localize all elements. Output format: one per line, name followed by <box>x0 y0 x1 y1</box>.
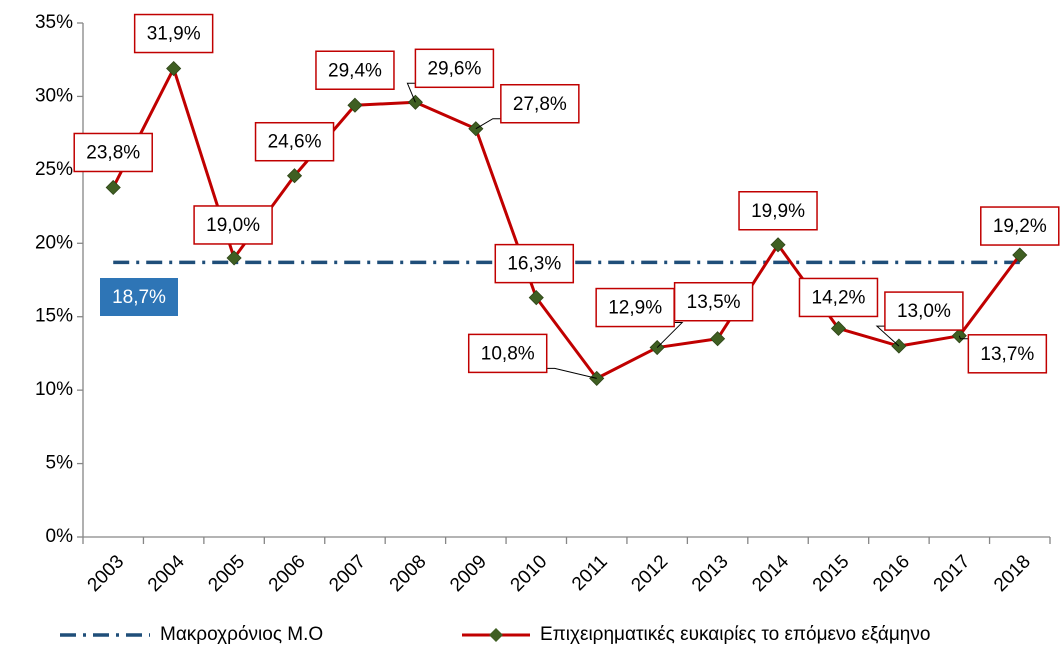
x-tick-label: 2007 <box>325 551 370 596</box>
data-label: 31,9% <box>133 13 214 54</box>
marker <box>589 370 605 386</box>
y-tick-label: 25% <box>35 159 73 180</box>
leader-line <box>406 82 416 103</box>
label-box <box>980 206 1060 246</box>
x-tick-label: 2009 <box>446 551 491 596</box>
label-text: 18,7% <box>112 287 166 308</box>
label-text: 31,9% <box>147 24 201 45</box>
data-label: 10,8% <box>467 333 597 379</box>
label-box <box>73 132 153 173</box>
legend-item: Επιχειρηματικές ευκαιρίες το επόμενο εξά… <box>462 624 930 645</box>
data-label: 19,0% <box>193 205 273 245</box>
data-label: 19,9% <box>738 191 818 231</box>
label-box <box>738 191 818 231</box>
y-tick-label: 30% <box>35 85 73 106</box>
x-tick-label: 2017 <box>930 551 975 596</box>
label-text: 29,6% <box>427 58 481 79</box>
x-tick-label: 2015 <box>809 551 854 596</box>
label-text: 13,7% <box>980 344 1034 365</box>
x-tick-label: 2004 <box>144 551 189 596</box>
y-tick-label: 20% <box>35 232 73 253</box>
marker <box>226 250 242 266</box>
leader-line <box>656 322 684 348</box>
label-text: 13,5% <box>687 292 741 313</box>
label-box <box>500 83 580 124</box>
x-tick-label: 2018 <box>990 551 1035 596</box>
label-text: 13,0% <box>897 301 951 322</box>
x-tick-label: 2016 <box>869 551 914 596</box>
label-text: 19,0% <box>206 215 260 236</box>
marker <box>710 331 726 347</box>
y-tick-label: 10% <box>35 379 73 400</box>
label-text: 27,8% <box>513 94 567 115</box>
label-text: 29,4% <box>328 60 382 81</box>
data-label: 13,7% <box>958 334 1048 374</box>
y-tick-label: 15% <box>35 306 73 327</box>
x-tick-label: 2011 <box>568 551 612 595</box>
y-tick-label: 35% <box>35 12 73 33</box>
data-label: 24,6% <box>254 121 335 162</box>
label-text: 24,6% <box>268 132 322 153</box>
label-text: 10,8% <box>481 343 535 364</box>
marker <box>830 320 847 337</box>
label-box <box>133 13 214 54</box>
label-box <box>494 243 575 284</box>
x-tick-label: 2014 <box>748 551 793 596</box>
data-label: 29,4% <box>315 50 395 90</box>
x-tick-label: 2003 <box>84 551 129 596</box>
leader-line <box>546 367 597 379</box>
marker <box>286 168 303 184</box>
data-label: 14,2% <box>798 277 879 318</box>
leader-line <box>475 118 501 130</box>
label-box <box>315 50 395 90</box>
marker <box>1012 247 1028 263</box>
data-label: 12,9% <box>595 287 684 348</box>
label-text: 14,2% <box>812 287 866 308</box>
label-text: 23,8% <box>86 142 140 163</box>
x-tick-label: 2012 <box>627 551 672 596</box>
data-label: 16,3% <box>494 243 575 284</box>
marker <box>166 60 182 77</box>
leader-line <box>958 335 969 340</box>
legend-label: Μακροχρόνιος Μ.Ο <box>160 624 323 645</box>
x-tick-label: 2013 <box>688 551 733 596</box>
x-tick-label: 2006 <box>265 551 310 596</box>
x-tick-label: 2010 <box>507 551 552 596</box>
x-tick-label: 2008 <box>386 551 431 596</box>
legend-label: Επιχειρηματικές ευκαιρίες το επόμενο εξά… <box>540 624 930 645</box>
data-label: 29,6% <box>406 48 495 103</box>
label-text: 16,3% <box>507 254 561 275</box>
label-box <box>595 287 675 328</box>
label-box <box>467 333 548 374</box>
marker <box>528 290 544 306</box>
label-box <box>798 277 879 318</box>
label-box <box>967 334 1048 374</box>
label-box <box>100 278 178 316</box>
label-box <box>673 281 754 322</box>
label-text: 19,9% <box>751 201 805 222</box>
marker <box>105 179 121 196</box>
marker <box>347 97 363 113</box>
label-box <box>254 121 335 162</box>
data-label: 18,7% <box>100 278 178 316</box>
data-label: 13,5% <box>673 281 754 322</box>
label-text: 12,9% <box>608 298 662 319</box>
data-label: 27,8% <box>475 83 580 130</box>
leader-line <box>875 325 900 347</box>
data-label: 23,8% <box>73 132 153 173</box>
legend-marker <box>489 628 503 642</box>
label-text: 19,2% <box>993 216 1047 237</box>
label-box <box>414 48 495 89</box>
x-tick-label: 2005 <box>204 551 249 596</box>
label-box <box>193 205 273 245</box>
data-label: 13,0% <box>875 291 964 347</box>
y-tick-label: 0% <box>46 526 74 547</box>
marker <box>770 237 786 253</box>
label-box <box>884 291 964 331</box>
y-tick-label: 5% <box>46 453 74 474</box>
legend-item: Μακροχρόνιος Μ.Ο <box>60 624 323 645</box>
data-label: 19,2% <box>980 206 1060 246</box>
